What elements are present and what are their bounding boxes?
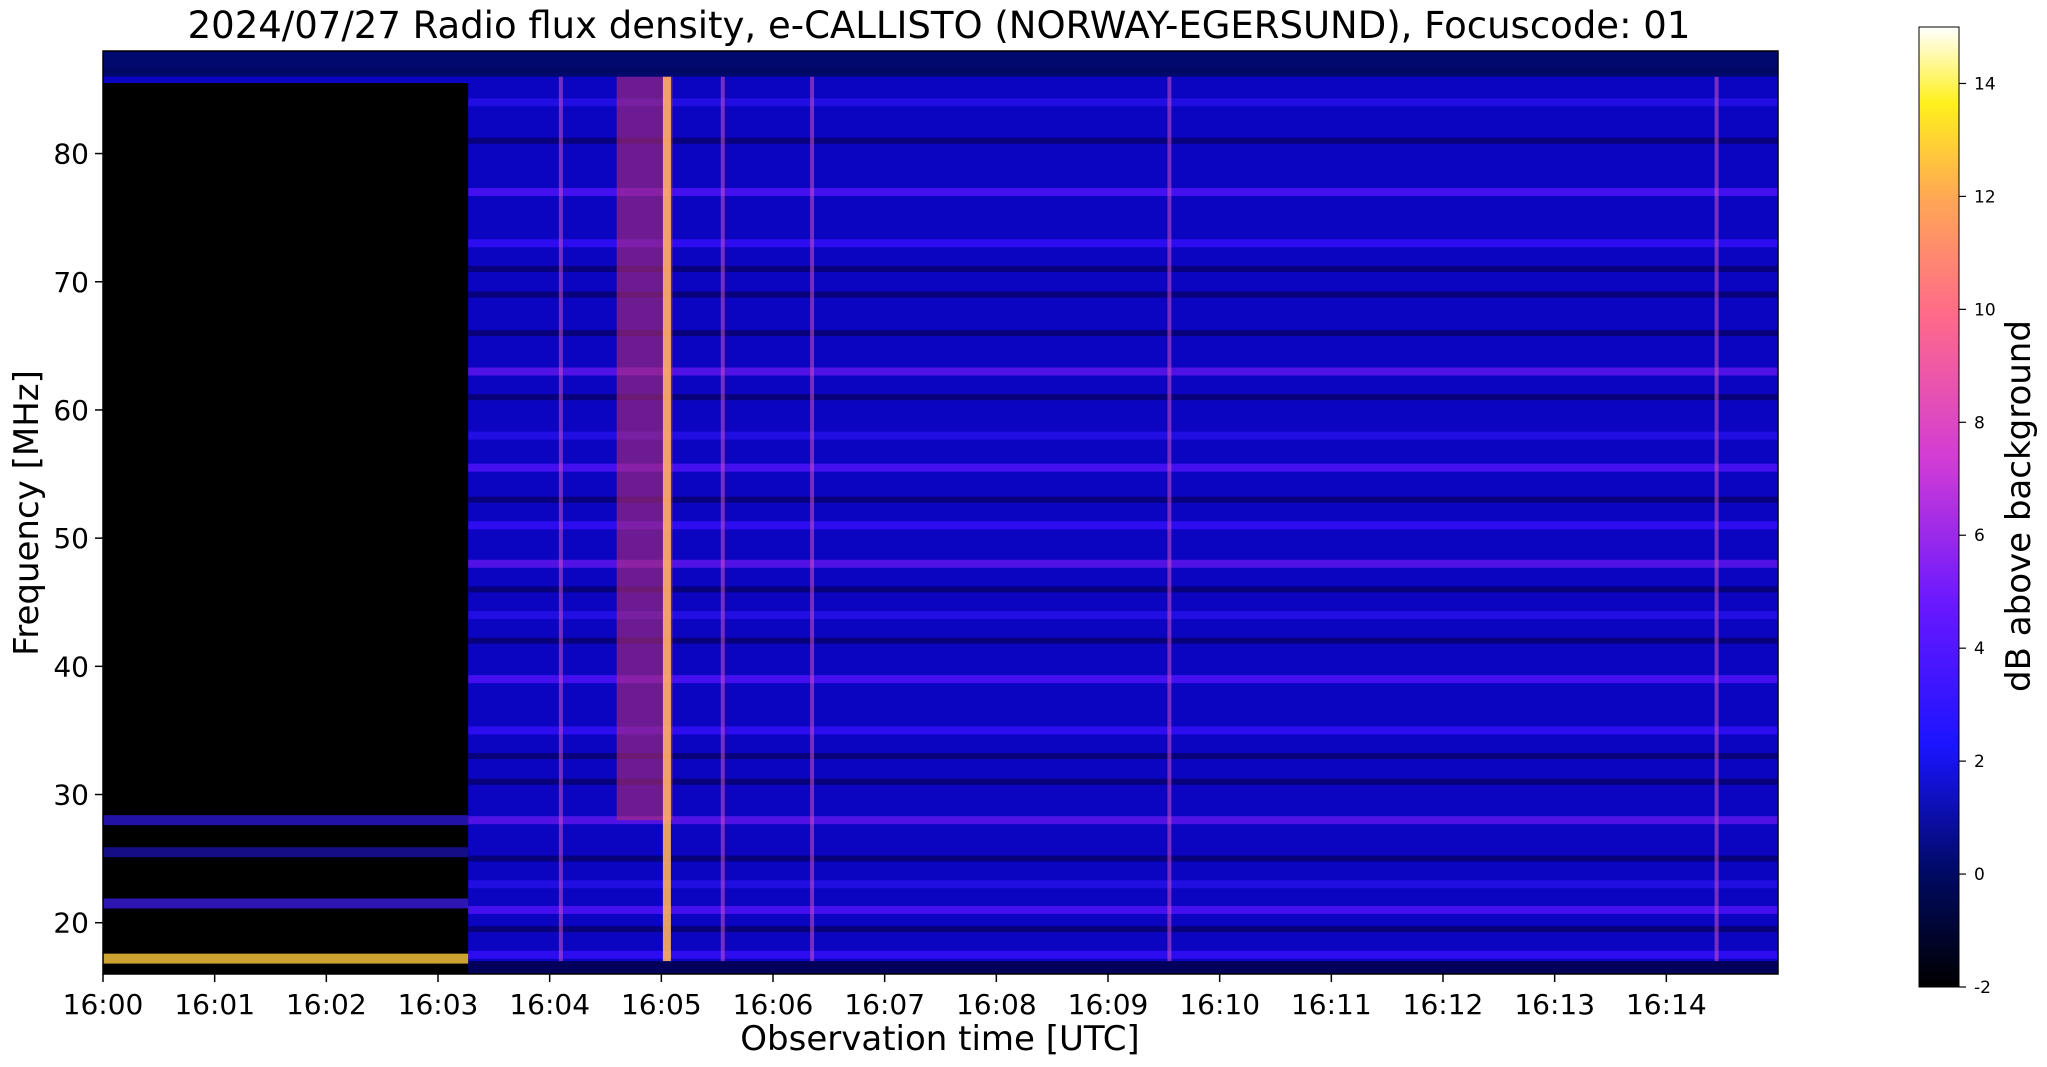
y-tick-label: 60	[53, 394, 89, 427]
band-35mhz	[103, 726, 1778, 735]
streak-21.5mhz	[103, 898, 469, 909]
colorbar-gradient	[1918, 26, 1960, 988]
x-tick-label: 16:11	[1291, 988, 1372, 1021]
y-tick-label: 20	[53, 907, 89, 940]
y-tick-label: 50	[53, 522, 89, 555]
burst-peak	[662, 76, 671, 962]
colorbar-tick-label: -2	[1974, 978, 1991, 998]
chart-title: 2024/07/27 Radio flux density, e-CALLIST…	[188, 4, 1691, 47]
burst-line-6.35	[810, 76, 815, 962]
band-55.5mhz	[103, 463, 1778, 472]
colorbar-tick-label: 10	[1974, 300, 1996, 320]
x-tick-label: 16:03	[398, 988, 479, 1021]
colorbar-ticks: -2 0 2 4 6 8 10 12 14	[1959, 74, 1996, 998]
band-44mhz	[103, 611, 1778, 620]
x-tick-label: 16:05	[621, 988, 702, 1021]
gap-81mhz	[103, 137, 1778, 144]
y-axis-label: Frequency [MHz]	[7, 370, 47, 656]
gap-33mhz	[103, 753, 1778, 760]
streak-28mhz	[103, 815, 469, 826]
x-axis-label: Observation time [UTC]	[740, 1019, 1139, 1059]
x-tick-label: 16:04	[509, 988, 590, 1021]
plot-area	[102, 50, 1779, 975]
streak-17.2mhz	[103, 953, 469, 964]
colorbar-label: dB above background	[1999, 320, 2039, 692]
burst-line-4.1	[558, 76, 563, 962]
colorbar-tick-label: 2	[1974, 752, 1985, 772]
band-28mhz	[103, 816, 1778, 825]
x-tick-label: 16:02	[286, 988, 367, 1021]
gap-19.5mhz	[103, 926, 1778, 933]
x-tick-label: 16:13	[1514, 988, 1595, 1021]
no-data-region	[103, 83, 469, 975]
gap-42mhz	[103, 637, 1778, 644]
x-tick-label: 16:00	[63, 988, 144, 1021]
y-tick-label: 30	[53, 779, 89, 812]
colorbar-tick-label: 8	[1974, 413, 1985, 433]
heatmap-bands	[103, 67, 1778, 959]
band-77mhz	[103, 188, 1778, 197]
x-axis: 16:00 16:01 16:02 16:03 16:04 16:05 16:06 16:07…	[63, 974, 1707, 1021]
plot-frame	[102, 50, 1779, 975]
colorbar: -2 0 2 4 6 8 10 12 14 dB above background	[1918, 26, 2039, 998]
gap-53mhz	[103, 496, 1778, 503]
colorbar-tick-label: 6	[1974, 526, 1985, 546]
y-axis: 20 30 40 50 60 70 80	[53, 138, 103, 940]
colorbar-tick-label: 4	[1974, 639, 1985, 659]
gap-66mhz	[103, 330, 1778, 337]
streak-25.5mhz	[103, 847, 469, 858]
colorbar-tick-label: 14	[1974, 74, 1996, 94]
band-17.5mhz	[103, 950, 1778, 959]
y-tick-label: 70	[53, 266, 89, 299]
y-tick-label: 40	[53, 650, 89, 683]
gap-61mhz	[103, 394, 1778, 401]
x-tick-label: 16:14	[1626, 988, 1707, 1021]
bottom-edge	[103, 961, 1778, 974]
colorbar-tick-label: 12	[1974, 187, 1996, 207]
band-73mhz	[103, 239, 1778, 248]
gap-25mhz	[103, 855, 1778, 862]
colorbar-tick-label: 0	[1974, 865, 1985, 885]
gap-71mhz	[103, 265, 1778, 272]
y-tick-label: 80	[53, 138, 89, 171]
gap-69mhz	[103, 291, 1778, 298]
band-58mhz	[103, 431, 1778, 440]
heatmap-bursts	[103, 51, 1778, 974]
band-39mhz	[103, 675, 1778, 684]
burst-line-9.55	[1167, 76, 1172, 962]
x-tick-label: 16:08	[956, 988, 1037, 1021]
band-21mhz	[103, 905, 1778, 914]
x-tick-label: 16:10	[1179, 988, 1260, 1021]
x-tick-label: 16:01	[174, 988, 255, 1021]
band-63mhz	[103, 367, 1778, 376]
x-tick-label: 16:06	[733, 988, 814, 1021]
x-tick-label: 16:09	[1068, 988, 1149, 1021]
band-84mhz	[103, 98, 1778, 107]
gap-46mhz	[103, 586, 1778, 593]
band-48mhz	[103, 559, 1778, 568]
gap-31mhz	[103, 778, 1778, 785]
x-tick-label: 16:12	[1403, 988, 1484, 1021]
no-data-streaks	[103, 815, 469, 964]
burst-line-5.55	[720, 76, 725, 962]
top-edge	[103, 51, 1778, 77]
burst-line-14.45	[1714, 76, 1719, 962]
x-tick-label: 16:07	[844, 988, 925, 1021]
band-23mhz	[103, 880, 1778, 889]
band-51mhz	[103, 521, 1778, 530]
